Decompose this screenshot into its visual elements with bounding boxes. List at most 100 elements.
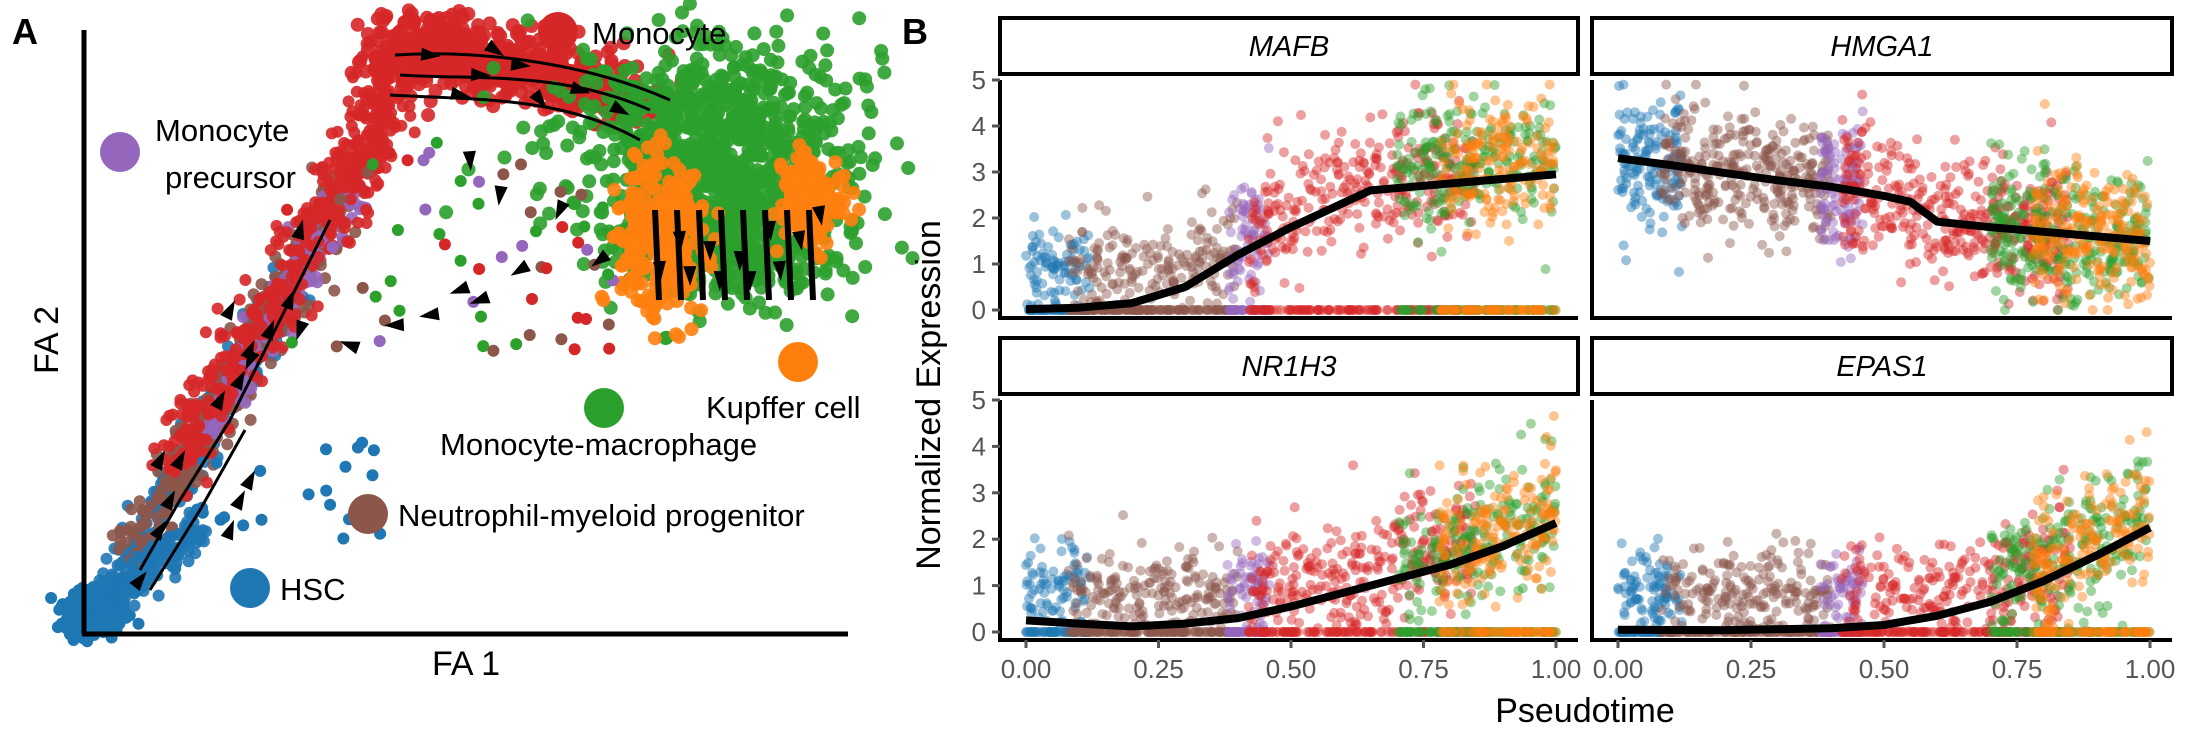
- monocyte-cell: [336, 175, 349, 188]
- monocyte-cell: [470, 39, 485, 54]
- expression-point: [1030, 236, 1041, 247]
- scattered-cell: [495, 251, 508, 263]
- mono-mac-cell: [868, 151, 883, 166]
- mono-mac-cell: [820, 287, 835, 302]
- mono-mac-cell: [583, 52, 598, 67]
- mono-mac-cell: [697, 112, 712, 127]
- mono-mac-cell: [439, 205, 454, 220]
- hsc-cell: [351, 441, 364, 454]
- monocyte-cell: [385, 150, 398, 163]
- hsc-cell: [320, 443, 332, 456]
- kupffer-cell: [680, 197, 695, 211]
- hsc-cell: [339, 460, 352, 473]
- mono-mac-cell: [735, 57, 750, 72]
- expression-point: [1426, 251, 1437, 262]
- expression-point: [1021, 250, 1032, 261]
- scattered-cell: [475, 310, 487, 323]
- expression-point: [1104, 242, 1115, 253]
- mono-mac-cell: [758, 305, 773, 320]
- mono-mac-cell: [795, 275, 810, 290]
- kupffer-cell: [621, 200, 636, 215]
- expression-point: [1174, 305, 1185, 315]
- monocyte-cell: [163, 409, 176, 422]
- expression-point: [1039, 290, 1050, 301]
- nmp-cell: [140, 508, 152, 521]
- mono-mac-cell: [808, 133, 822, 148]
- kupffer-cell: [813, 250, 828, 265]
- expression-point: [1228, 293, 1239, 304]
- mono-mac-cell: [851, 139, 866, 154]
- legend-monocyte: Monocyte: [538, 12, 726, 52]
- expression-point: [1102, 230, 1113, 241]
- monocyte-cell: [268, 338, 280, 351]
- nmp-cell: [255, 278, 268, 291]
- hsc-cell: [70, 607, 83, 620]
- mono-mac-cell: [765, 183, 780, 197]
- mono-mac-cell: [845, 309, 860, 324]
- expression-point: [1354, 222, 1365, 233]
- monocyte-cell: [174, 397, 187, 410]
- scattered-cell: [334, 193, 347, 206]
- scattered-cell: [322, 204, 334, 217]
- mono-mac-cell: [874, 44, 889, 58]
- expression-point: [1153, 264, 1164, 274]
- monocyte-cell: [330, 153, 343, 166]
- scattered-cell: [524, 206, 537, 219]
- expression-point: [1311, 226, 1322, 236]
- hsc-cell: [114, 559, 127, 572]
- velocity-arrow: [296, 319, 310, 341]
- nmp-cell: [120, 536, 132, 549]
- expression-point: [1064, 234, 1074, 245]
- kupffer-cell: [681, 176, 695, 191]
- mono-mac-cell: [894, 240, 909, 255]
- expression-point: [1072, 265, 1083, 276]
- nmp-cell: [151, 511, 164, 524]
- mono-mac-cell: [877, 65, 892, 80]
- velocity-streamline: [718, 209, 728, 301]
- mono-mac-cell: [771, 38, 786, 53]
- expression-point: [1182, 249, 1192, 260]
- mono-mac-cell: [747, 26, 762, 41]
- expression-point: [1196, 225, 1207, 236]
- scattered-cell: [454, 254, 467, 267]
- facet-points: [1021, 79, 1561, 315]
- kupffer-cell: [596, 293, 611, 308]
- hsc-cell: [237, 519, 250, 532]
- expression-point: [1197, 188, 1208, 199]
- mono-mac-cell: [560, 138, 575, 153]
- monocyte-cell: [379, 114, 392, 127]
- legend-nmp-label: Neutrophil-myeloid progenitor: [398, 498, 805, 533]
- expression-point: [1279, 278, 1290, 288]
- monocyte-cell: [276, 259, 288, 272]
- hsc-cell: [255, 513, 268, 526]
- expression-point: [1047, 249, 1058, 260]
- mono-mac-cell: [818, 58, 833, 73]
- scattered-cell: [417, 154, 430, 167]
- monocyte-cell: [344, 110, 357, 123]
- monocyte-cell: [360, 27, 375, 41]
- mono-mac-cell: [583, 149, 598, 164]
- hsc-cell: [100, 552, 113, 565]
- monocyte-cell: [192, 376, 205, 389]
- kupffer-cell: [628, 277, 643, 292]
- monocyte-cell: [277, 278, 290, 291]
- monocyte-cell: [168, 466, 181, 478]
- scattered-cell: [602, 268, 615, 281]
- monocyte-cell: [300, 207, 313, 220]
- monocyte-cell: [188, 385, 201, 398]
- monocyte-cell: [496, 74, 511, 89]
- scattered-cell: [285, 336, 298, 349]
- monocyte-cell: [224, 361, 237, 374]
- expression-point: [1079, 245, 1090, 256]
- velocity-arrow: [510, 259, 531, 276]
- expression-point: [1163, 256, 1174, 267]
- monocyte-cell: [238, 323, 251, 336]
- mono-mac-cell: [486, 60, 501, 75]
- monocyte-cell: [273, 225, 286, 238]
- mono-mac-cell: [520, 13, 535, 28]
- scattered-cell: [419, 203, 432, 216]
- scattered-cell: [515, 158, 527, 171]
- legend-hsc-dot: [230, 568, 270, 608]
- expression-point: [1382, 233, 1393, 244]
